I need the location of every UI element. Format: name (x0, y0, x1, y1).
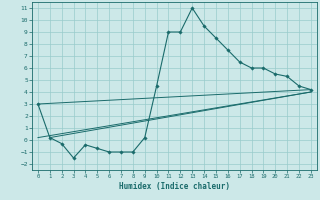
X-axis label: Humidex (Indice chaleur): Humidex (Indice chaleur) (119, 182, 230, 191)
